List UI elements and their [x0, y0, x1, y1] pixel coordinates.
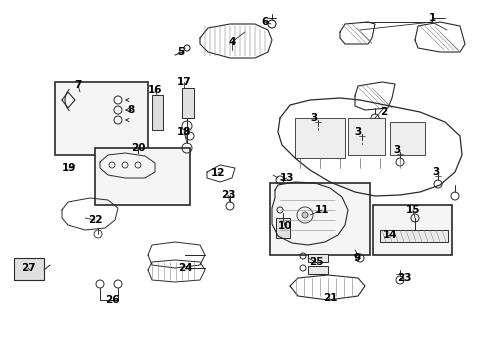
Text: 26: 26 — [104, 295, 119, 305]
Circle shape — [302, 212, 307, 218]
Text: 12: 12 — [210, 168, 225, 178]
Text: 17: 17 — [176, 77, 191, 87]
Text: 9: 9 — [353, 253, 360, 263]
Text: 7: 7 — [74, 80, 81, 90]
Text: 3: 3 — [354, 127, 361, 137]
Text: 3: 3 — [310, 113, 317, 123]
Text: 6: 6 — [261, 17, 268, 27]
Bar — [347, 118, 384, 155]
Bar — [307, 266, 327, 274]
Bar — [307, 254, 327, 262]
Bar — [379, 230, 447, 242]
Text: 1: 1 — [427, 13, 435, 23]
Text: 14: 14 — [382, 230, 397, 240]
Text: 15: 15 — [405, 205, 419, 215]
Text: 16: 16 — [147, 85, 162, 95]
Bar — [55, 82, 148, 155]
Bar — [182, 88, 194, 118]
Text: 11: 11 — [314, 205, 328, 215]
Text: 13: 13 — [279, 173, 294, 183]
Bar — [152, 95, 163, 130]
Text: 5: 5 — [177, 47, 184, 57]
Text: 22: 22 — [87, 215, 102, 225]
Text: 18: 18 — [176, 127, 191, 137]
Text: 4: 4 — [228, 37, 235, 47]
Bar — [95, 148, 190, 205]
Text: 3: 3 — [392, 145, 400, 155]
Bar — [14, 258, 44, 280]
Bar — [389, 122, 424, 155]
Text: 23: 23 — [396, 273, 410, 283]
Text: 10: 10 — [277, 221, 292, 231]
Text: 20: 20 — [130, 143, 145, 153]
Text: 25: 25 — [308, 257, 323, 267]
Bar — [294, 118, 345, 158]
Text: 2: 2 — [380, 107, 387, 117]
Bar — [275, 218, 289, 238]
Bar — [269, 183, 369, 255]
Text: 27: 27 — [20, 263, 35, 273]
Text: 8: 8 — [127, 105, 134, 115]
Text: 24: 24 — [177, 263, 192, 273]
Text: 23: 23 — [220, 190, 235, 200]
Text: 21: 21 — [322, 293, 337, 303]
Bar — [372, 205, 451, 255]
Text: 3: 3 — [431, 167, 439, 177]
Text: 19: 19 — [61, 163, 76, 173]
